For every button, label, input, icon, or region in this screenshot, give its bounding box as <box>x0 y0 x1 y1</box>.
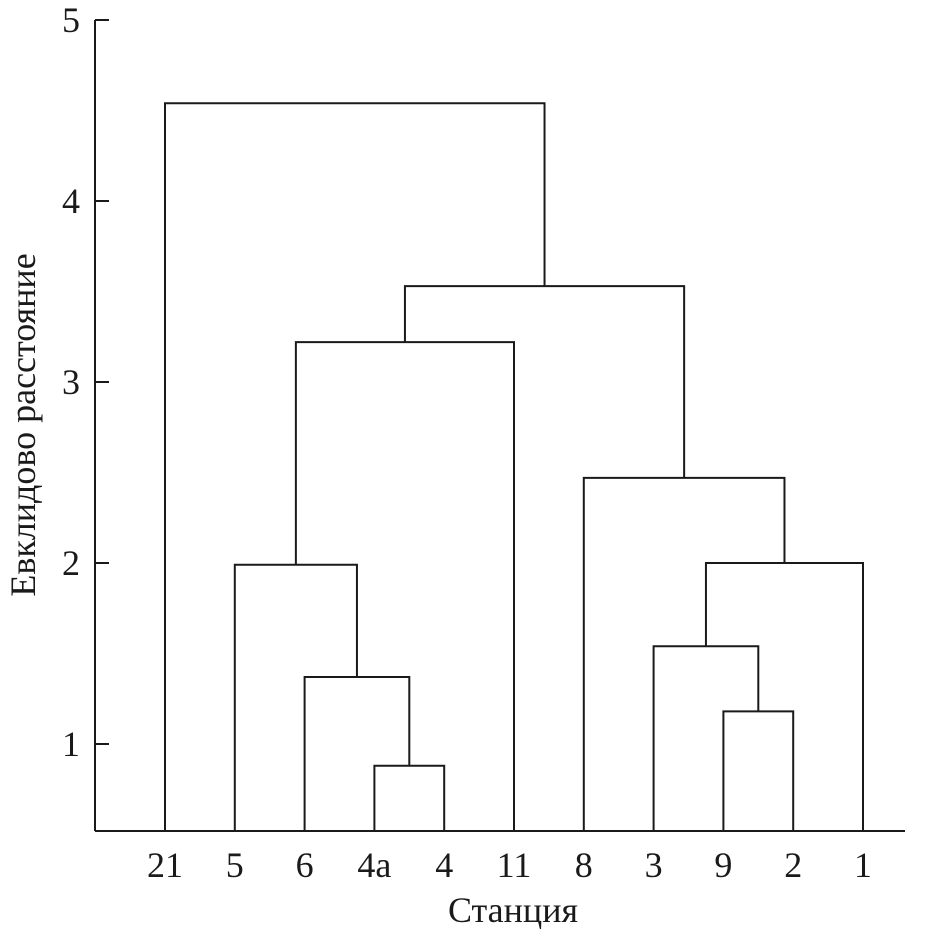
leaf-label-3: 3 <box>645 845 663 885</box>
dendrogram-link-c4 <box>294 341 515 831</box>
leaf-labels: 21 5 6 4а 4 11 8 3 9 2 1 <box>147 845 872 885</box>
dendrogram-link-c7 <box>704 562 864 831</box>
leaf-label-4а: 4а <box>357 845 391 885</box>
dendrogram-link-c3 <box>233 563 358 831</box>
dendrogram-link-c9 <box>403 285 686 478</box>
dendrogram-link-c1 <box>373 764 446 831</box>
y-tick-label: 4 <box>62 181 80 221</box>
leaf-label-4: 4 <box>435 845 453 885</box>
dendrogram-link-c8 <box>582 476 786 831</box>
y-tick-label: 5 <box>62 0 80 40</box>
leaf-label-11: 11 <box>497 845 532 885</box>
leaf-label-8: 8 <box>575 845 593 885</box>
dendrogram-link-c6 <box>652 645 760 831</box>
leaf-label-2: 2 <box>784 845 802 885</box>
dendrogram-link-c2 <box>303 676 411 831</box>
y-ticks: 1 2 3 4 5 <box>62 0 109 764</box>
axes <box>94 20 905 832</box>
dendrogram-link-c10 <box>164 102 546 831</box>
leaf-label-5: 5 <box>226 845 244 885</box>
y-tick-label: 1 <box>62 724 80 764</box>
leaf-label-6: 6 <box>296 845 314 885</box>
y-axis-title: Евклидово расстояние <box>3 253 43 596</box>
y-tick-label: 2 <box>62 543 80 583</box>
x-axis-title: Станция <box>448 890 578 930</box>
leaf-label-21: 21 <box>147 845 183 885</box>
dendrogram-links <box>164 102 864 831</box>
leaf-label-1: 1 <box>854 845 872 885</box>
leaf-label-9: 9 <box>714 845 732 885</box>
dendrogram-link-c5 <box>722 710 795 831</box>
y-tick-label: 3 <box>62 362 80 402</box>
